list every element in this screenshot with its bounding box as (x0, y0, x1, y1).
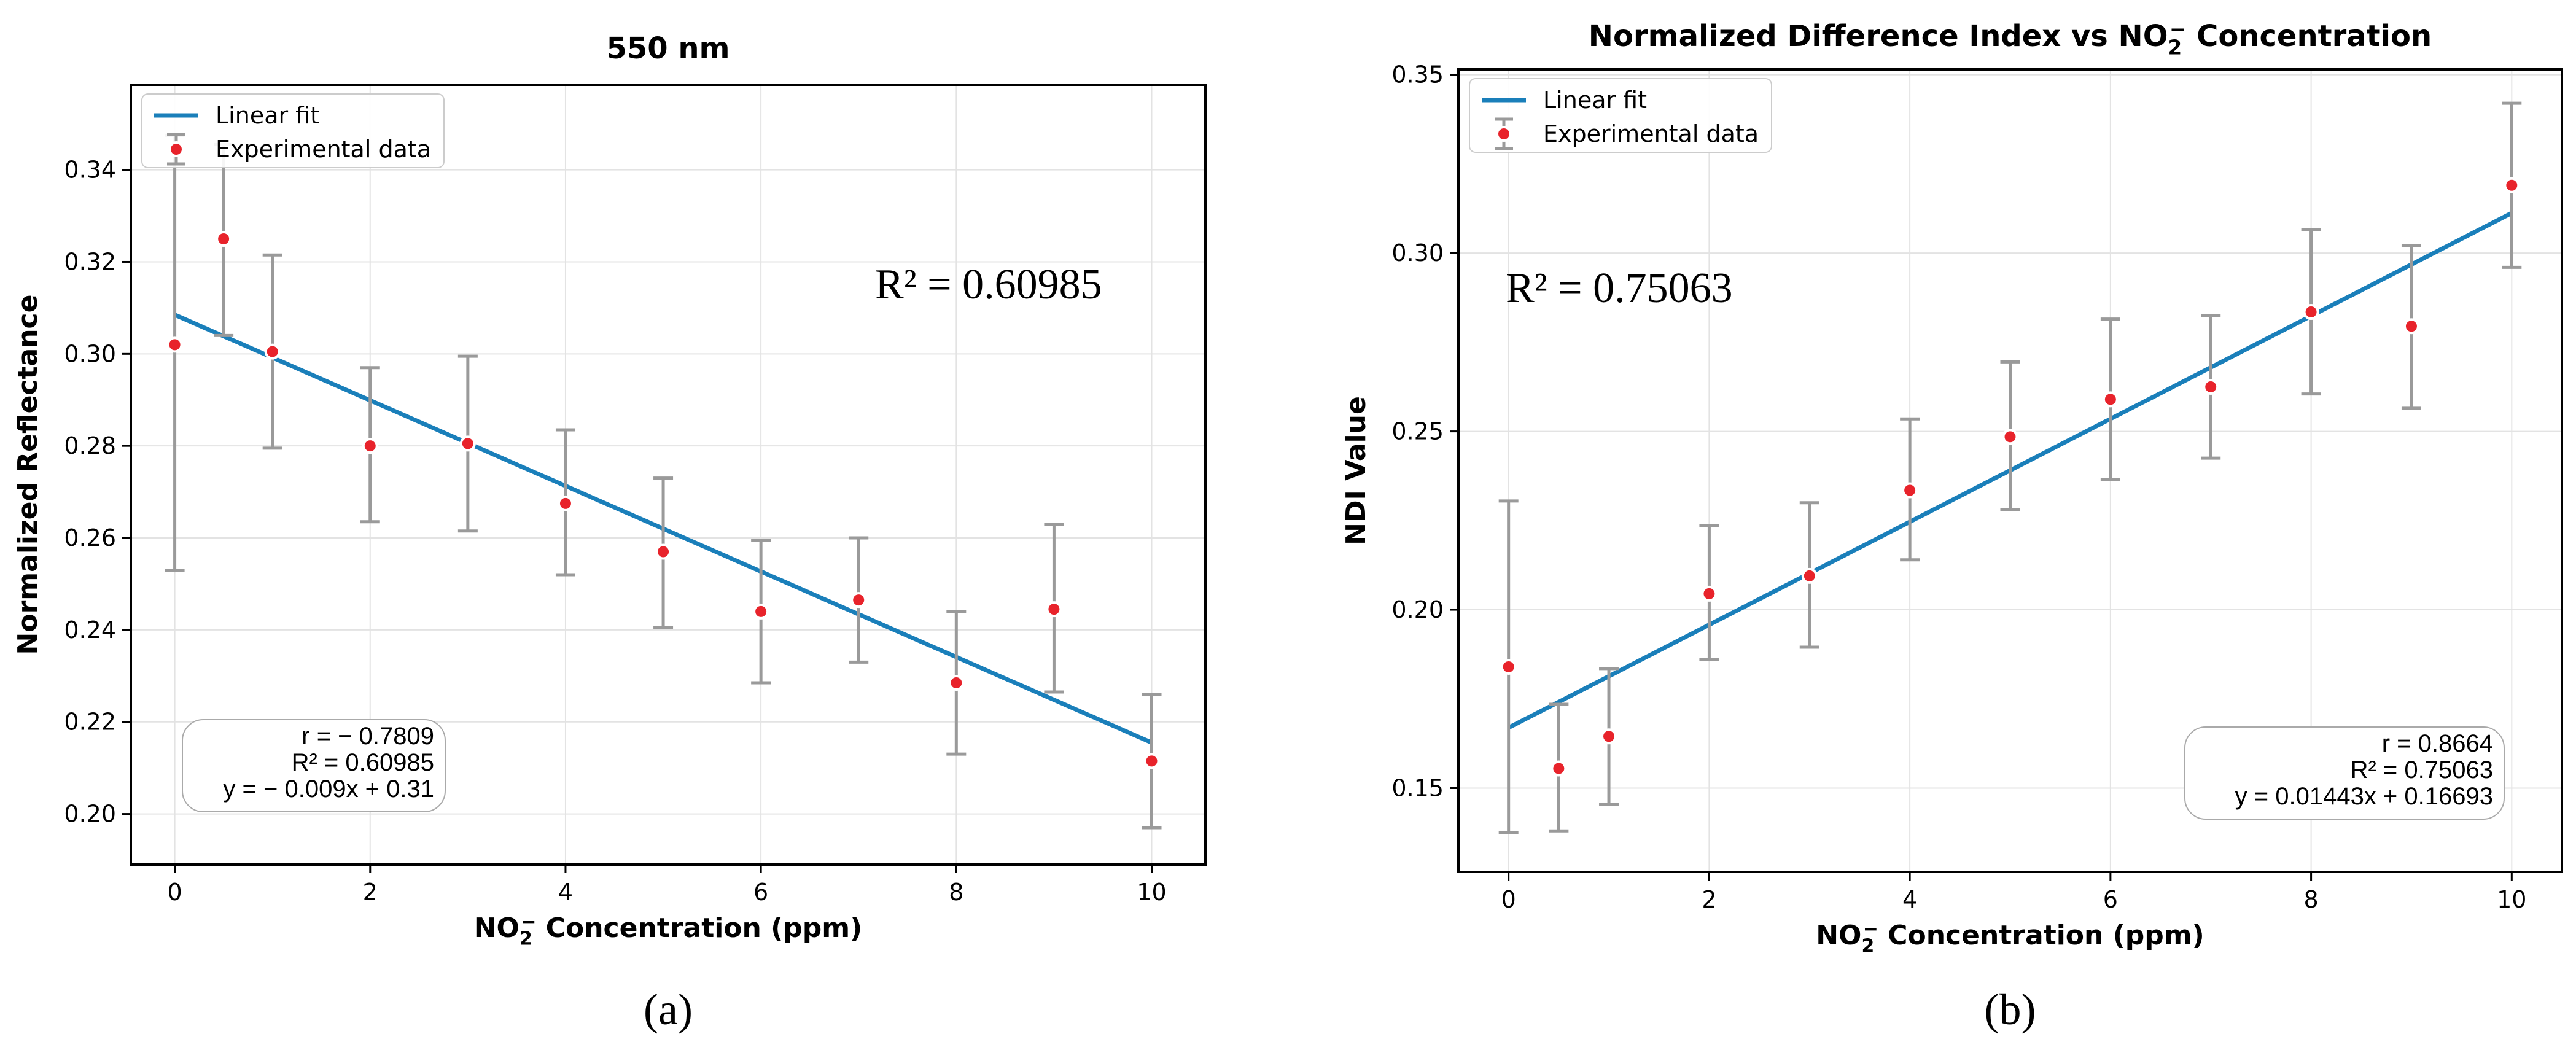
x-tick-label: 4 (1902, 886, 1917, 913)
data-point (948, 675, 965, 691)
y-tick-label: 0.22 (64, 709, 116, 736)
chart-title: Normalized Difference Index vs NO2− Conc… (1589, 18, 2432, 60)
data-point (753, 603, 769, 620)
stats-line: R² = 0.75063 (2351, 756, 2493, 784)
legend: Linear fit Experimental data (141, 93, 445, 168)
stats-line: y = − 0.009x + 0.31 (223, 776, 434, 803)
x-tick-label: 0 (167, 879, 182, 906)
data-point (2002, 429, 2018, 445)
stats-line: R² = 0.60985 (292, 749, 434, 776)
legend-label-linear-fit: Linear fit (216, 102, 319, 129)
x-tick-label: 2 (1702, 886, 1716, 913)
x-tick-label: 10 (1137, 879, 1166, 906)
data-point (1046, 601, 1062, 618)
x-tick-label: 2 (363, 879, 378, 906)
x-tick-label: 8 (949, 879, 963, 906)
y-tick-label: 0.26 (64, 524, 116, 551)
legend-label-linear-fit: Linear fit (1543, 87, 1647, 114)
data-point (557, 495, 574, 511)
panel-label: (b) (1985, 985, 2036, 1034)
y-axis-label: NDI Value (1341, 396, 1372, 545)
y-tick-label: 0.20 (1391, 596, 1444, 623)
legend-point-swatch (168, 141, 184, 157)
x-tick-label: 4 (558, 879, 573, 906)
stats-line: y = 0.01443x + 0.16693 (2235, 783, 2493, 810)
data-point (1143, 753, 1160, 769)
x-tick-label: 6 (753, 879, 768, 906)
data-point (2102, 391, 2119, 408)
data-point (362, 438, 378, 454)
y-tick-label: 0.35 (1391, 61, 1444, 88)
y-tick-label: 0.30 (64, 340, 116, 367)
stats-line: r = 0.8664 (2382, 730, 2493, 757)
data-point (1701, 585, 1718, 602)
data-point (2403, 318, 2419, 335)
plot-frame (1457, 68, 2563, 873)
x-tick-label: 6 (2103, 886, 2118, 913)
panel-b: 0 2 4 6 8 10 0.15 0.20 0.25 0.30 0.35 Normalized Di… (1341, 18, 2563, 1034)
plot-frame (130, 84, 1207, 866)
x-tick-label: 8 (2303, 886, 2318, 913)
r-squared-annotation: R² = 0.75063 (1506, 265, 1733, 312)
data-point (1902, 482, 1918, 499)
legend: Linear fit Experimental data (1469, 78, 1772, 153)
legend-label-experimental-data: Experimental data (216, 136, 431, 163)
y-tick-label: 0.28 (64, 432, 116, 459)
stats-box-frame (2184, 726, 2505, 820)
legend-point-swatch (1496, 126, 1512, 142)
data-point (2203, 378, 2219, 395)
data-point (655, 543, 672, 560)
data-point (166, 336, 183, 353)
y-tick-label: 0.34 (64, 157, 116, 184)
data-point (850, 592, 867, 609)
x-tick-label: 0 (1501, 886, 1516, 913)
data-point (2303, 304, 2319, 321)
panel-a: 0 2 4 6 8 10 0.20 0.22 0.24 0.26 0.28 0.30 0.32 0.34 5… (12, 31, 1207, 1034)
data-point (1551, 760, 1567, 777)
legend-box (1469, 78, 1772, 153)
data-point (1601, 728, 1617, 745)
y-tick-label: 0.30 (1391, 239, 1444, 266)
x-axis-label: NO2− Concentration (ppm) (1816, 919, 2204, 957)
data-point (2504, 177, 2520, 193)
stats-line: r = − 0.7809 (302, 723, 434, 750)
y-tick-label: 0.20 (64, 801, 116, 828)
y-tick-label: 0.25 (1391, 418, 1444, 445)
stats-box-frame (182, 719, 446, 812)
r-squared-annotation: R² = 0.60985 (875, 261, 1102, 308)
data-point (1801, 567, 1818, 584)
x-axis-label: NO2− Concentration (ppm) (474, 911, 863, 949)
y-axis-label: Normalized Reflectance (12, 295, 44, 655)
data-point (1500, 658, 1517, 675)
data-point (459, 435, 476, 452)
x-tick-label: 10 (2497, 886, 2526, 913)
panel-label: (a) (644, 985, 693, 1034)
y-tick-label: 0.24 (64, 616, 116, 644)
data-point (216, 231, 232, 247)
legend-box (141, 93, 445, 168)
y-tick-label: 0.32 (64, 248, 116, 275)
y-tick-label: 0.15 (1391, 774, 1444, 801)
legend-label-experimental-data: Experimental data (1543, 120, 1759, 147)
chart-title: 550 nm (606, 31, 730, 66)
data-point (264, 343, 281, 360)
